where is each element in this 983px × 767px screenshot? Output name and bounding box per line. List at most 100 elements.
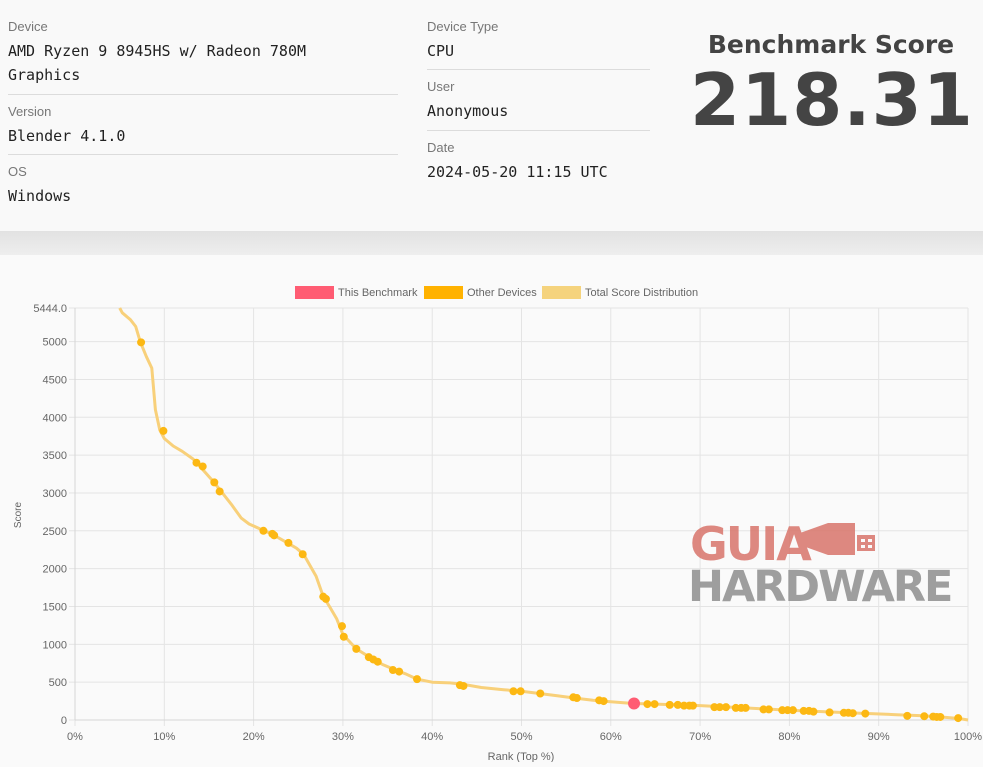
other-device-point	[920, 712, 929, 721]
other-device-point	[721, 703, 730, 712]
other-device-point	[715, 703, 724, 712]
divider	[8, 154, 398, 155]
legend-label-other-devices: Other Devices	[467, 287, 537, 299]
y-axis-title: Score	[13, 502, 24, 529]
benchmark-info-panel: Device AMD Ryzen 9 8945HS w/ Radeon 780M…	[0, 0, 983, 231]
other-device-point	[270, 531, 279, 540]
device-type-value: CPU	[427, 42, 455, 60]
this-benchmark-point	[628, 697, 641, 710]
other-devices-points	[137, 338, 963, 723]
x-tick-label: 10%	[153, 731, 175, 743]
date-field: Date 2024-05-20 11:15 UTC	[427, 140, 608, 184]
other-device-point	[825, 708, 834, 717]
divider	[427, 69, 650, 70]
benchmark-score-title: Benchmark Score	[707, 30, 955, 59]
y-tick-label: 1000	[43, 639, 67, 651]
other-device-point	[413, 675, 422, 684]
device-field: Device AMD Ryzen 9 8945HS w/ Radeon 780M…	[8, 19, 306, 87]
other-device-point	[352, 644, 361, 653]
os-field: OS Windows	[8, 164, 71, 208]
other-device-point	[536, 689, 545, 698]
other-device-point	[509, 687, 518, 696]
y-tick-label: 2000	[43, 564, 67, 576]
x-tick-label: 100%	[954, 731, 982, 743]
other-device-point	[159, 426, 168, 435]
y-axis-ticks: 0 500 1000 1500 2000 2500 3000 3500 4000 4500 5000…	[33, 303, 67, 727]
version-field: Version Blender 4.1.0	[8, 104, 125, 148]
y-tick-label: 2500	[43, 526, 67, 538]
other-device-point	[198, 462, 207, 471]
other-device-point	[373, 657, 382, 666]
x-tick-label: 50%	[510, 731, 532, 743]
date-label: Date	[427, 140, 455, 155]
divider	[8, 94, 398, 95]
chart-panel: 0 500 1000 1500 2000 2500 3000 3500 4000 4500 5000…	[0, 255, 983, 763]
score-distribution-line	[118, 307, 969, 722]
other-device-point	[954, 714, 963, 723]
other-device-point	[459, 681, 468, 690]
os-value: Windows	[8, 187, 72, 205]
x-axis-title: Rank (Top %)	[488, 751, 555, 762]
other-device-point	[764, 705, 773, 714]
x-tick-label: 40%	[421, 731, 443, 743]
other-device-point	[861, 709, 870, 718]
chart-grid	[69, 307, 969, 726]
other-device-point	[259, 526, 268, 535]
x-tick-label: 70%	[689, 731, 711, 743]
x-tick-label: 30%	[332, 731, 354, 743]
watermark-logo: GUIA HARDWARE	[688, 517, 953, 612]
y-tick-label: 500	[49, 677, 67, 689]
other-device-point	[339, 632, 348, 641]
other-device-point	[210, 478, 219, 487]
y-tick-label: 5000	[43, 337, 67, 349]
benchmark-score-value: 218.31	[690, 58, 974, 142]
other-device-point	[137, 338, 146, 347]
device-value-line2: Graphics	[8, 66, 81, 84]
y-tick-label: 5444.0	[33, 303, 67, 315]
other-device-point	[388, 666, 397, 675]
device-type-field: Device Type CPU	[427, 19, 498, 63]
legend-swatch-other-devices	[424, 286, 463, 299]
date-value: 2024-05-20 11:15 UTC	[427, 163, 608, 181]
other-device-point	[650, 700, 659, 709]
x-tick-label: 80%	[778, 731, 800, 743]
section-separator	[0, 231, 983, 255]
watermark-line1: GUIA	[690, 517, 812, 571]
y-tick-label: 1500	[43, 601, 67, 613]
x-tick-label: 20%	[243, 731, 265, 743]
other-device-point	[788, 706, 797, 715]
y-tick-label: 4000	[43, 412, 67, 424]
other-device-point	[395, 667, 404, 676]
y-tick-label: 0	[61, 715, 67, 727]
legend-swatch-this-benchmark	[295, 286, 334, 299]
other-device-point	[903, 711, 912, 720]
watermark-line2: HARDWARE	[688, 562, 951, 612]
user-value: Anonymous	[427, 102, 509, 120]
device-value: AMD Ryzen 9 8945HS w/ Radeon 780M Graphi…	[8, 39, 306, 87]
other-device-point	[665, 700, 674, 709]
other-device-point	[215, 487, 224, 496]
other-device-point	[192, 458, 201, 467]
other-device-point	[298, 550, 307, 559]
other-device-point	[516, 687, 525, 696]
x-axis-ticks: 0% 10% 20% 30% 40% 50% 60% 70% 80% 90% 100%	[67, 731, 982, 743]
divider	[427, 130, 650, 131]
other-device-point	[284, 538, 293, 547]
x-tick-label: 60%	[600, 731, 622, 743]
x-tick-label: 90%	[868, 731, 890, 743]
version-value: Blender 4.1.0	[8, 127, 126, 145]
user-label: User	[427, 79, 455, 94]
other-device-point	[809, 707, 818, 716]
legend-label-distribution: Total Score Distribution	[585, 287, 698, 299]
y-tick-label: 3000	[43, 488, 67, 500]
x-tick-label: 0%	[67, 731, 83, 743]
os-label: OS	[8, 164, 27, 179]
other-device-point	[936, 712, 945, 721]
other-device-point	[741, 703, 750, 712]
other-device-point	[338, 622, 347, 631]
device-label: Device	[8, 19, 48, 34]
other-device-point	[572, 694, 581, 703]
y-tick-label: 4500	[43, 374, 67, 386]
legend-swatch-distribution	[542, 286, 581, 299]
other-device-point	[673, 700, 682, 709]
